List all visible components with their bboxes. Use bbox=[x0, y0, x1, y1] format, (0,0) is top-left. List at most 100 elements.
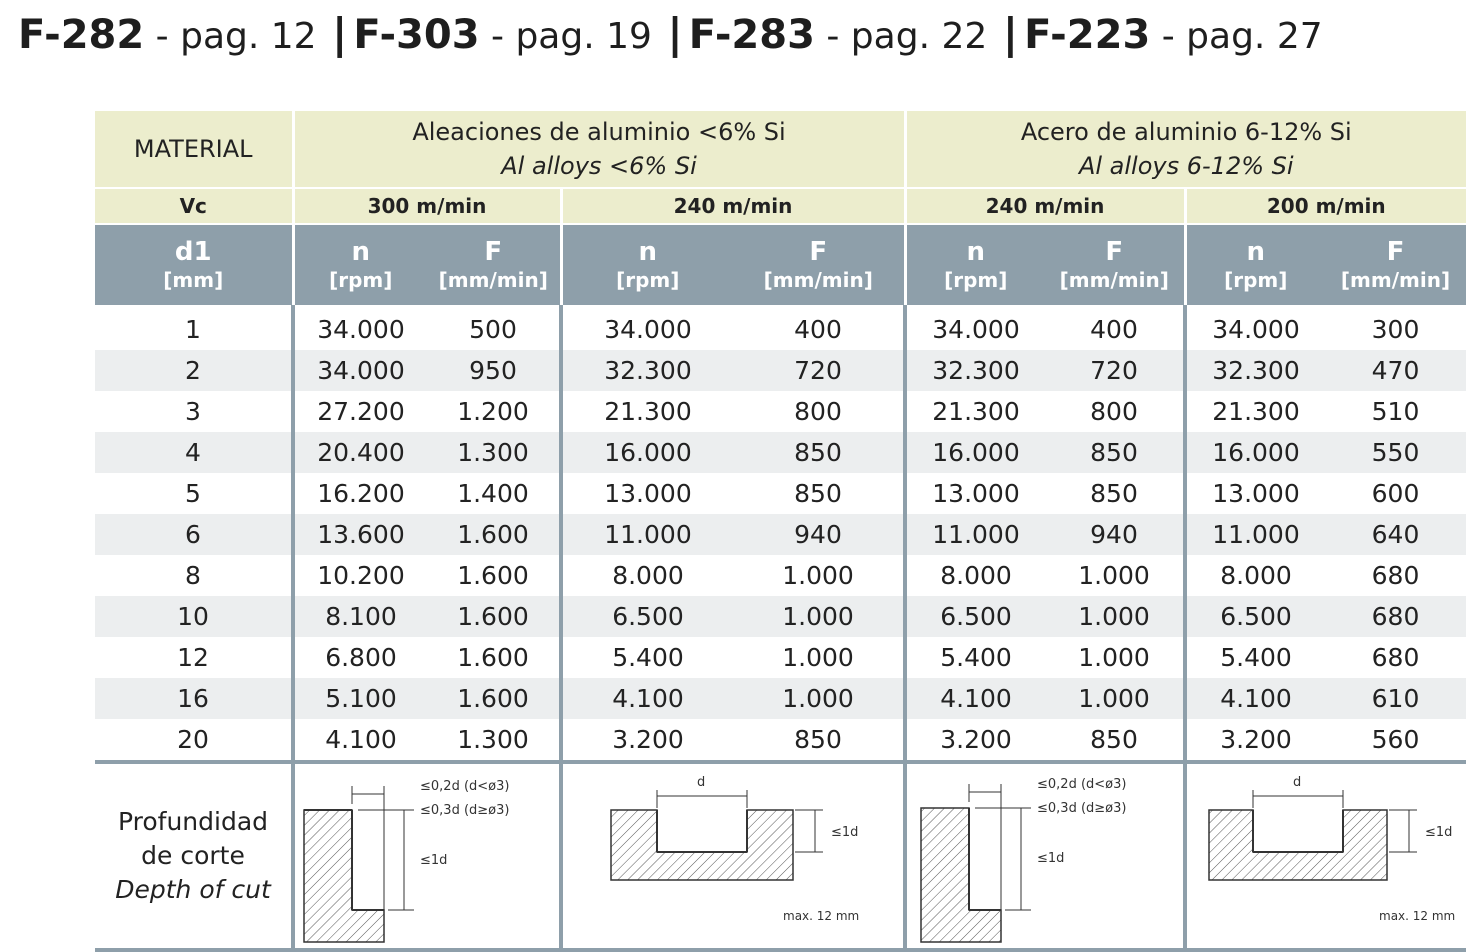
table-row: 12 6.800 1.600 5.400 1.000 5.400 1.000 5.400 680 bbox=[95, 637, 1466, 678]
rpm-cell: 21.300 bbox=[903, 391, 1046, 432]
f-unit: [mm/min] bbox=[1059, 268, 1169, 292]
depth-label-es-2: de corte bbox=[141, 841, 245, 870]
vc-value: 200 m/min bbox=[1183, 187, 1467, 224]
feed-cell: 560 bbox=[1371, 725, 1420, 754]
rpm-cell: 3.200 bbox=[903, 719, 1046, 762]
feed-cell: 610 bbox=[1325, 678, 1467, 719]
f-label: F bbox=[809, 237, 828, 267]
feed-cell: 950 bbox=[427, 350, 561, 391]
n-unit: [rpm] bbox=[944, 268, 1008, 292]
side-milling-diagram: ≤0,2d (d<ø3) ≤0,3d (d≥ø3) ≤1d bbox=[920, 777, 1126, 943]
rpm-cell: 32.300 bbox=[559, 350, 733, 391]
material-label: MATERIAL bbox=[95, 111, 293, 188]
d1-cell: 12 bbox=[177, 643, 209, 672]
rpm-cell: 13.000 bbox=[903, 473, 1046, 514]
depth-limit: ≤1d bbox=[420, 853, 447, 868]
feed-cell: 1.600 bbox=[427, 514, 561, 555]
d1-unit: [mm] bbox=[163, 268, 224, 292]
feed-cell: 850 bbox=[1090, 479, 1138, 508]
width-limit-2: ≤0,3d (d≥ø3) bbox=[1037, 801, 1126, 816]
n-header: n [rpm] bbox=[1183, 223, 1326, 305]
f-label: F bbox=[1105, 237, 1124, 267]
page-ref: - pag. 12 bbox=[155, 16, 317, 57]
f-unit: [mm/min] bbox=[1340, 268, 1451, 292]
feed-cell: 400 bbox=[1090, 315, 1138, 344]
feed-cell: 500 bbox=[469, 315, 517, 344]
group-label-es: Acero de aluminio 6-12% Si bbox=[1020, 118, 1352, 146]
feed-cell: 1.000 bbox=[782, 643, 854, 672]
feed-cell: 940 bbox=[733, 514, 906, 555]
rpm-cell: 3.200 bbox=[559, 719, 733, 762]
slot-width: d bbox=[1293, 775, 1301, 790]
side-milling-diagram-cell: ≤0,2d (d<ø3) ≤0,3d (d≥ø3) ≤1d bbox=[903, 760, 1186, 952]
n-unit: [rpm] bbox=[329, 268, 393, 292]
slot-max: max. 12 mm bbox=[1379, 909, 1455, 923]
rpm-cell: 27.200 bbox=[291, 391, 427, 432]
n-header: n [rpm] bbox=[559, 223, 733, 305]
width-limit-1: ≤0,2d (d<ø3) bbox=[420, 779, 509, 794]
width-limit-2: ≤0,3d (d≥ø3) bbox=[420, 803, 509, 818]
feed-cell: 680 bbox=[1371, 561, 1420, 590]
rpm-cell: 20.400 bbox=[291, 432, 427, 473]
rpm-cell: 8.000 bbox=[559, 555, 733, 596]
slot-depth: ≤1d bbox=[1425, 825, 1452, 840]
rpm-cell: 34.000 bbox=[1183, 305, 1326, 350]
feed-cell: 550 bbox=[1325, 432, 1467, 473]
n-unit: [rpm] bbox=[616, 268, 680, 292]
feed-cell: 850 bbox=[794, 725, 842, 754]
rpm-cell: 8.000 bbox=[903, 555, 1046, 596]
n-header: n [rpm] bbox=[903, 223, 1046, 305]
title-separator: | bbox=[1002, 9, 1019, 58]
rpm-cell: 16.000 bbox=[903, 432, 1046, 473]
d1-cell: 6 bbox=[95, 514, 293, 555]
table-row: 5 16.200 1.400 13.000 850 13.000 850 13.000 600 bbox=[95, 473, 1466, 514]
f-label: F bbox=[484, 237, 503, 267]
title-separator: | bbox=[667, 9, 683, 58]
rpm-cell: 34.000 bbox=[903, 305, 1046, 350]
feed-cell: 1.600 bbox=[457, 561, 529, 590]
table-row: 8 10.200 1.600 8.000 1.000 8.000 1.000 8.000 680 bbox=[95, 555, 1466, 596]
rpm-cell: 10.200 bbox=[291, 555, 427, 596]
vc-value: 300 m/min bbox=[291, 187, 561, 224]
product-code: F-223 bbox=[1024, 12, 1151, 58]
table-row: 20 4.100 1.300 3.200 850 3.200 850 3.200 560 bbox=[95, 719, 1466, 762]
depth-label-en: Depth of cut bbox=[115, 875, 271, 904]
side-milling-diagram-cell: ≤0,2d (d<ø3) ≤0,3d (d≥ø3) ≤1d bbox=[291, 760, 561, 952]
feed-cell: 1.300 bbox=[427, 432, 561, 473]
feed-cell: 680 bbox=[1371, 643, 1420, 672]
rpm-cell: 8.000 bbox=[1183, 555, 1326, 596]
vc-value: 240 m/min bbox=[903, 187, 1186, 224]
rpm-cell: 34.000 bbox=[291, 350, 427, 391]
feed-cell: 1.000 bbox=[782, 561, 854, 590]
rpm-cell: 4.100 bbox=[903, 678, 1046, 719]
feed-cell: 300 bbox=[1371, 315, 1420, 344]
feed-cell: 470 bbox=[1325, 350, 1467, 391]
d1-cell: 8 bbox=[185, 561, 201, 590]
feed-cell: 850 bbox=[1090, 725, 1138, 754]
n-label: n bbox=[1246, 237, 1266, 267]
feed-cell: 940 bbox=[1045, 514, 1186, 555]
n-label: n bbox=[966, 237, 986, 267]
page-title: F-282 - pag. 12 | F-303 - pag. 19 | F-283 … bbox=[18, 6, 1323, 62]
f-header: F [mm/min] bbox=[427, 223, 561, 305]
cutting-speed-row: Vc 300 m/min 240 m/min 240 m/min 200 m/m… bbox=[95, 187, 1467, 224]
units-header-row: d1 [mm] n [rpm] F [mm/min] n [rpm] F [mm/min… bbox=[95, 223, 1467, 305]
feed-cell: 1.600 bbox=[427, 596, 561, 637]
feed-cell: 1.000 bbox=[733, 678, 906, 719]
feed-cell: 850 bbox=[794, 479, 842, 508]
table-row: 2 34.000 950 32.300 720 32.300 720 32.300 470 bbox=[95, 350, 1467, 391]
table-row: 10 8.100 1.600 6.500 1.000 6.500 1.000 6.500 680 bbox=[95, 596, 1467, 637]
table-row: 16 5.100 1.600 4.100 1.000 4.100 1.000 4.100 610 bbox=[95, 678, 1467, 719]
rpm-cell: 5.400 bbox=[559, 637, 733, 678]
rpm-cell: 8.100 bbox=[291, 596, 427, 637]
rpm-cell: 4.100 bbox=[291, 719, 427, 762]
rpm-cell: 32.300 bbox=[903, 350, 1046, 391]
feed-cell: 600 bbox=[1371, 479, 1420, 508]
rpm-cell: 32.300 bbox=[1183, 350, 1326, 391]
slot-milling-diagram-cell: d ≤1d max. 12 mm bbox=[558, 760, 906, 952]
product-code: F-282 bbox=[18, 12, 145, 58]
depth-label-es-1: Profundidad bbox=[117, 807, 269, 836]
d1-cell: 10 bbox=[95, 596, 293, 637]
group-label-en: Al alloys 6-12% Si bbox=[1078, 152, 1294, 180]
rpm-cell: 4.100 bbox=[1183, 678, 1326, 719]
